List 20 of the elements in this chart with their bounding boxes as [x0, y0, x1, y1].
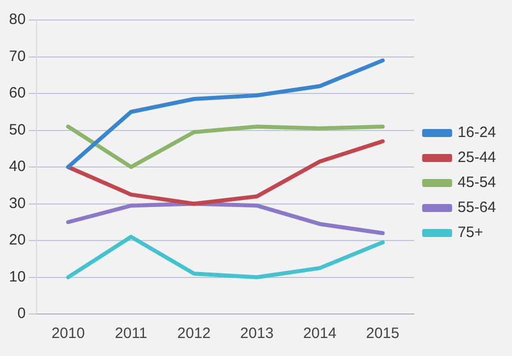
x-tick-label: 2011 — [114, 325, 148, 342]
legend-label: 55-64 — [458, 199, 496, 216]
y-tick-label: 60 — [8, 84, 26, 102]
x-tick-label: 2010 — [51, 325, 85, 342]
x-tick-label: 2013 — [240, 325, 274, 342]
x-tick-label: 2014 — [303, 325, 336, 342]
y-tick-label: 70 — [8, 48, 26, 65]
legend-label: 75+ — [458, 224, 484, 242]
y-tick-label: 10 — [8, 268, 26, 286]
x-tick-label: 2015 — [366, 325, 400, 342]
y-tick-label: 50 — [8, 121, 26, 138]
x-tick-label: 2012 — [177, 325, 211, 342]
y-tick-label: 0 — [17, 305, 26, 322]
y-tick-label: 80 — [8, 11, 26, 28]
legend-label: 45-54 — [458, 174, 496, 192]
y-tick-label: 20 — [8, 232, 26, 249]
y-tick-label: 30 — [8, 194, 26, 212]
legend-label: 16-24 — [458, 124, 496, 142]
legend-label: 25-44 — [458, 149, 496, 166]
y-tick-label: 40 — [8, 158, 26, 176]
